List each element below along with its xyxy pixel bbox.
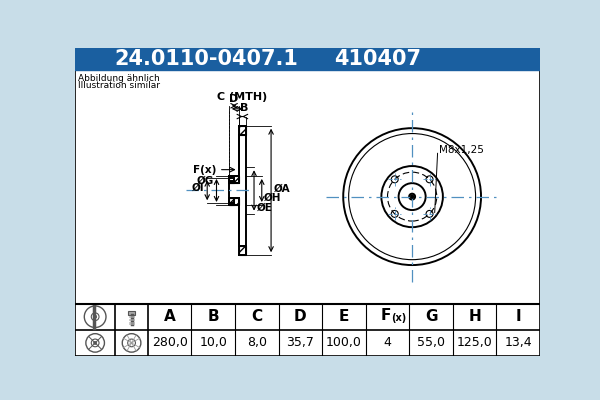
- Text: D: D: [294, 309, 307, 324]
- Bar: [229, 203, 235, 205]
- Bar: [229, 181, 235, 183]
- Text: ØA: ØA: [274, 184, 290, 194]
- Text: 13,4: 13,4: [505, 336, 532, 350]
- Bar: [229, 203, 235, 205]
- Text: ØE: ØE: [256, 202, 272, 212]
- Text: 100,0: 100,0: [326, 336, 362, 350]
- Text: I: I: [515, 309, 521, 324]
- Text: G: G: [425, 309, 437, 324]
- Text: B: B: [208, 309, 219, 324]
- Text: 10,0: 10,0: [199, 336, 227, 350]
- Text: F: F: [381, 308, 391, 324]
- Circle shape: [94, 341, 97, 344]
- Text: D: D: [229, 94, 238, 104]
- Text: ØH: ØH: [264, 193, 281, 203]
- Text: F(x): F(x): [193, 165, 217, 175]
- Text: ØI: ØI: [192, 182, 205, 192]
- Text: 4: 4: [383, 336, 391, 350]
- Text: 55,0: 55,0: [417, 336, 445, 350]
- Text: 125,0: 125,0: [457, 336, 493, 350]
- Bar: [239, 126, 245, 135]
- Text: 35,7: 35,7: [286, 336, 314, 350]
- Bar: [239, 246, 245, 255]
- Text: C (MTH): C (MTH): [217, 92, 267, 102]
- Circle shape: [410, 195, 414, 198]
- Bar: [75, 304, 540, 356]
- Text: 24.0110-0407.1: 24.0110-0407.1: [115, 49, 299, 69]
- Bar: [239, 246, 245, 255]
- Text: 280,0: 280,0: [152, 336, 188, 350]
- Bar: [128, 311, 136, 315]
- Text: ØG: ØG: [197, 176, 214, 186]
- Text: E: E: [339, 309, 349, 324]
- Bar: [229, 176, 239, 183]
- Bar: [229, 198, 239, 205]
- Text: C: C: [251, 309, 262, 324]
- Bar: [229, 176, 239, 183]
- Text: (x): (x): [391, 313, 407, 323]
- Text: M8x1,25: M8x1,25: [439, 146, 484, 156]
- Bar: [229, 181, 235, 183]
- Bar: [239, 126, 245, 135]
- Text: A: A: [164, 309, 176, 324]
- Bar: [229, 198, 239, 205]
- Bar: [75, 70, 540, 304]
- Text: H: H: [468, 309, 481, 324]
- Text: B: B: [240, 103, 248, 113]
- Text: 410407: 410407: [334, 49, 421, 69]
- Text: 8,0: 8,0: [247, 336, 267, 350]
- Circle shape: [94, 315, 97, 318]
- Text: Illustration similar: Illustration similar: [78, 81, 160, 90]
- Text: Abbildung ähnlich: Abbildung ähnlich: [78, 74, 160, 83]
- Bar: [75, 48, 540, 70]
